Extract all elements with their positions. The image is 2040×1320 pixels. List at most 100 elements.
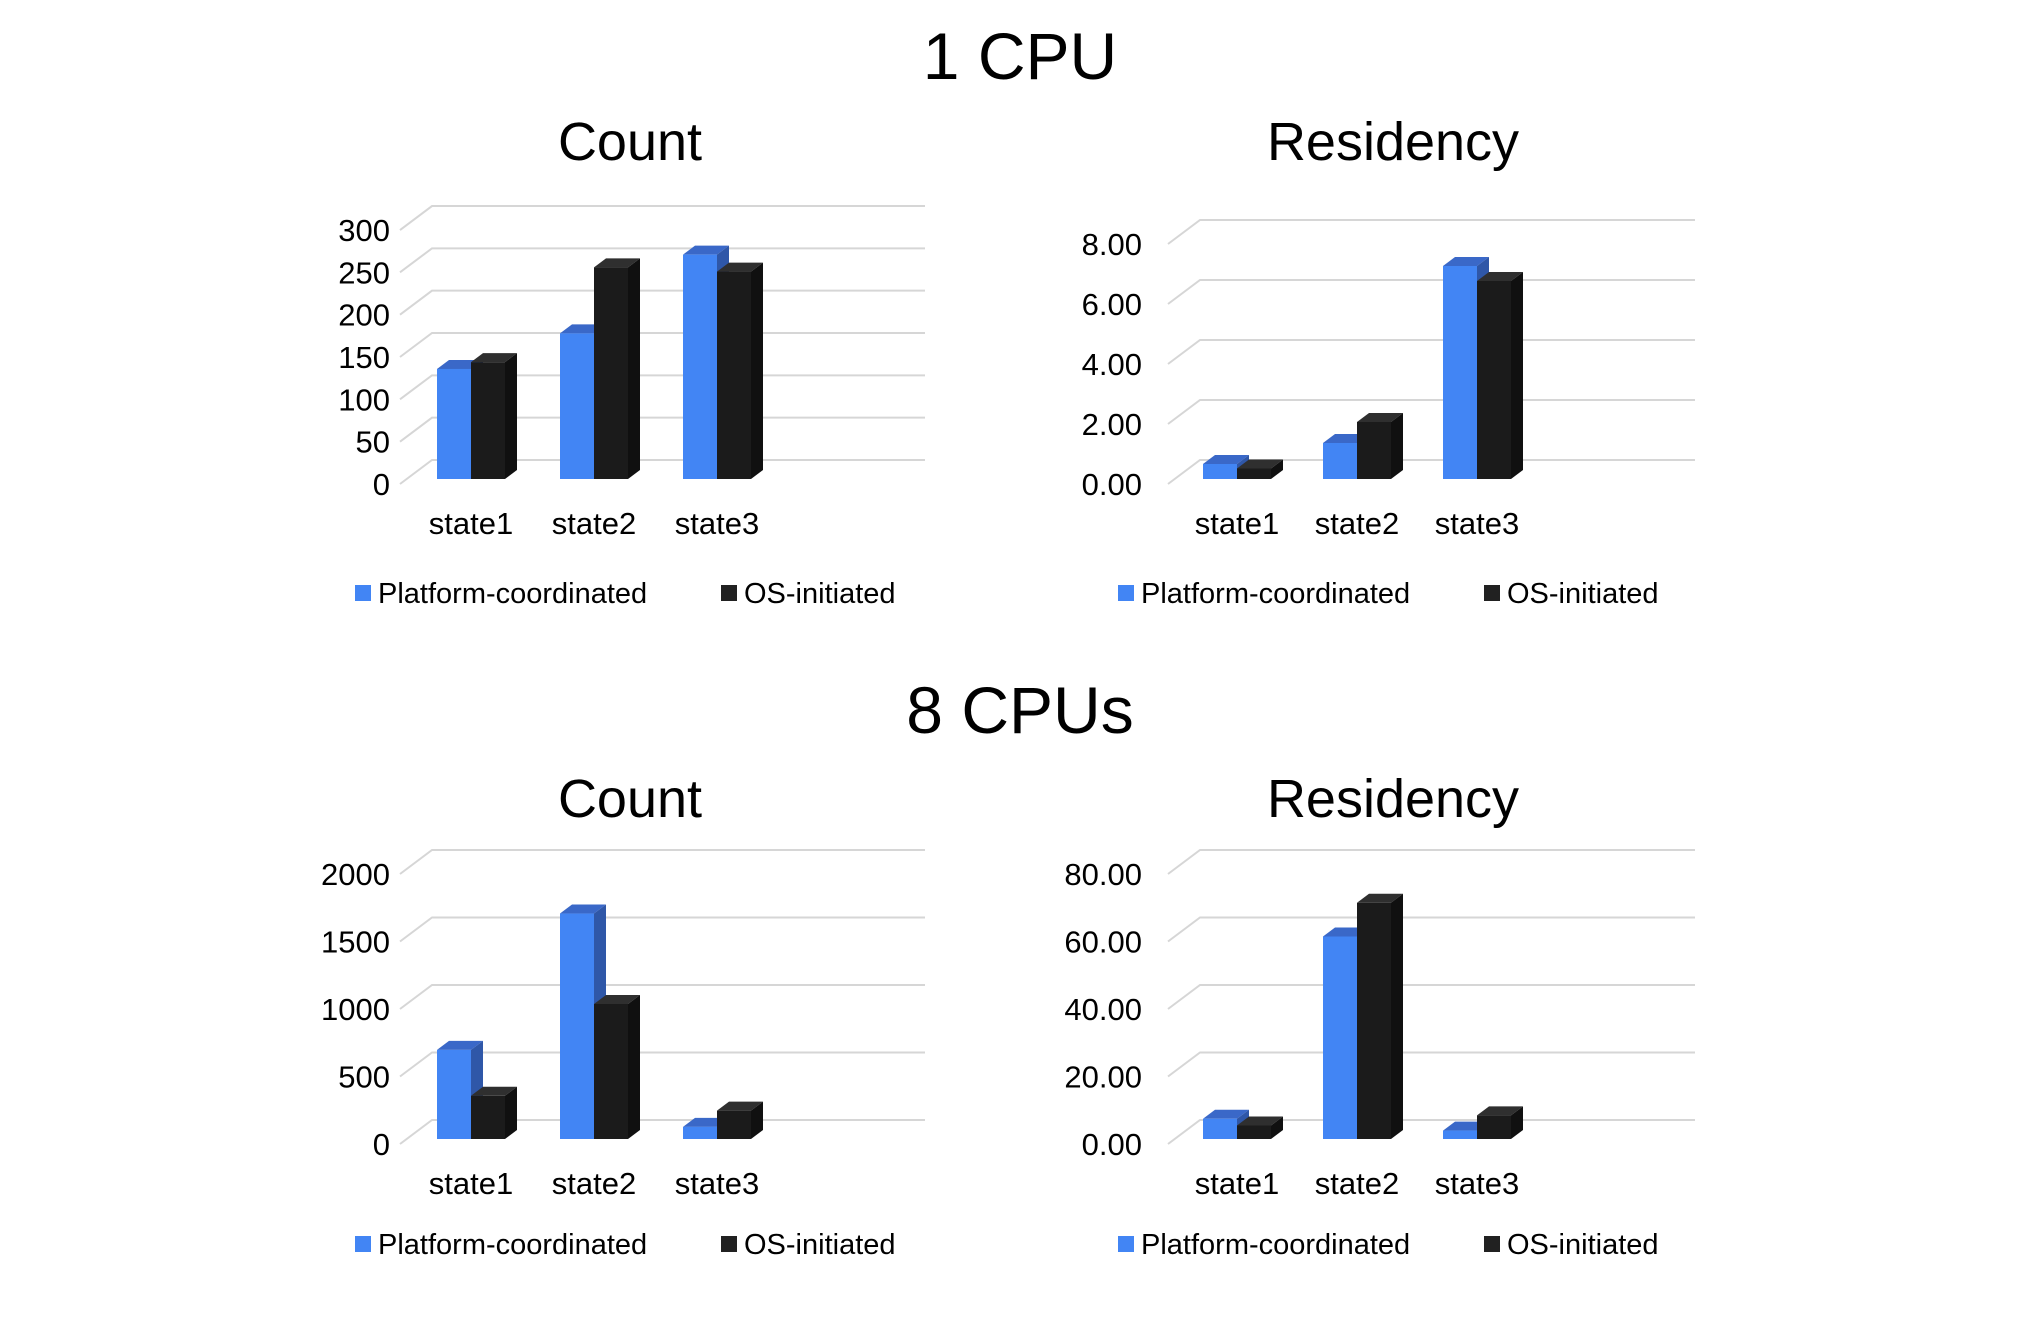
bar-platform-state3 — [683, 1126, 717, 1139]
bar-platform-state3 — [1443, 266, 1477, 479]
bar-os-state2 — [1357, 902, 1391, 1139]
bar-os-state1-top — [471, 353, 517, 363]
gridline — [1167, 849, 1695, 875]
bar-os-state1-top — [471, 1086, 517, 1096]
gridline — [1167, 399, 1695, 425]
bar-os-state3-top — [1477, 1106, 1523, 1116]
category-label: state3 — [1435, 1166, 1519, 1201]
gridline — [1167, 219, 1695, 245]
bar-platform-state2-top — [560, 904, 606, 914]
bar-os-state2-top — [594, 258, 640, 268]
gridline — [399, 916, 925, 943]
legend-swatch-os — [721, 585, 737, 601]
bar-os-state3-top — [717, 262, 763, 272]
y-tick-label: 0 — [373, 467, 390, 502]
y-tick-label: 50 — [356, 425, 390, 460]
category-label: state3 — [675, 1166, 759, 1201]
bar-os-state1-side — [1271, 1116, 1283, 1139]
gridline — [399, 289, 925, 316]
bar-os-state3-side — [1511, 1106, 1523, 1139]
section-heading-1cpu: 1 CPU — [922, 19, 1118, 93]
y-tick-label: 100 — [338, 382, 390, 417]
bar-os-state3 — [1477, 1115, 1511, 1139]
legend-swatch-platform — [355, 585, 371, 601]
gridline — [1167, 984, 1695, 1010]
category-label: state1 — [429, 506, 513, 541]
legend-label: OS-initiated — [744, 1229, 896, 1261]
bar-os-state1-side — [505, 353, 517, 479]
bar-platform-state1 — [1203, 464, 1237, 479]
bar-os-state2-top — [594, 995, 640, 1004]
bar-os-state1 — [1237, 468, 1271, 479]
bar-os-state3-side — [1511, 272, 1523, 479]
gridline — [399, 1051, 925, 1078]
bar-os-state2-top — [1357, 893, 1403, 903]
y-tick-label: 0.00 — [1082, 467, 1142, 502]
gridline — [1167, 916, 1695, 943]
gridline — [1167, 339, 1695, 365]
gridline — [399, 984, 925, 1010]
chart-title: Count — [558, 112, 702, 172]
bar-platform-state3 — [683, 254, 717, 479]
y-tick-label: 60.00 — [1064, 925, 1142, 960]
chart-title: Residency — [1267, 112, 1519, 172]
bar-platform-state2 — [1323, 936, 1357, 1139]
gridline — [1167, 1051, 1695, 1078]
category-label: state2 — [1315, 506, 1399, 541]
y-tick-label: 6.00 — [1082, 287, 1142, 322]
bar-os-state2-side — [1391, 413, 1403, 479]
gridline — [1167, 1119, 1695, 1145]
bar-platform-state3 — [1443, 1130, 1477, 1139]
bar-os-state3 — [1477, 281, 1511, 479]
legend-swatch-platform — [1118, 1236, 1134, 1252]
bar-os-state3 — [717, 271, 751, 479]
legend-swatch-platform — [1118, 585, 1134, 601]
bar-os-state2 — [594, 267, 628, 479]
bar-platform-state3-top — [1443, 257, 1489, 266]
bar-platform-state1-top — [437, 1040, 483, 1050]
y-tick-label: 2.00 — [1082, 407, 1142, 442]
chart-cpu8-residency: Residency 0.00 20.00 40.00 60.00 80.00 state1 s… — [1064, 769, 1695, 1261]
y-tick-label: 500 — [338, 1060, 390, 1095]
bar-os-state2 — [1357, 422, 1391, 479]
bar-platform-state1-top — [1203, 455, 1249, 464]
category-label: state1 — [1195, 506, 1279, 541]
bar-os-state3-side — [751, 262, 763, 479]
bar-os-state2-side — [628, 258, 640, 479]
gridline — [399, 849, 925, 875]
bar-os-state1-side — [1271, 459, 1283, 479]
y-tick-label: 1500 — [321, 925, 390, 960]
bar-os-state1 — [471, 1095, 505, 1139]
chart-cpu1-residency: Residency 0.00 2.00 4.00 6.00 8.00 state1 state… — [1082, 112, 1695, 610]
legend-label: Platform-coordinated — [1141, 578, 1410, 610]
bar-os-state1 — [1237, 1125, 1271, 1139]
bar-platform-state2 — [560, 333, 594, 479]
y-tick-label: 150 — [338, 340, 390, 375]
y-tick-label: 4.00 — [1082, 347, 1142, 382]
chart-title: Count — [558, 769, 702, 829]
bar-os-state2-side — [1391, 893, 1403, 1139]
y-tick-label: 80.00 — [1064, 857, 1142, 892]
bar-os-state3 — [717, 1110, 751, 1139]
bar-platform-state2 — [560, 913, 594, 1139]
bar-platform-state1 — [1203, 1118, 1237, 1139]
category-label: state1 — [1195, 1166, 1279, 1201]
chart-cpu8-count: Count 0 500 1000 1500 2000 state1 state2 state3 P… — [321, 769, 925, 1261]
category-label: state2 — [552, 1166, 636, 1201]
bar-os-state1-top — [1237, 459, 1283, 469]
legend-swatch-os — [1484, 1236, 1500, 1252]
bar-os-state2-side — [628, 995, 640, 1139]
gridline — [399, 332, 925, 358]
y-tick-label: 2000 — [321, 857, 390, 892]
category-label: state3 — [1435, 506, 1519, 541]
bar-os-state3-side — [751, 1101, 763, 1139]
bar-platform-state1 — [437, 1049, 471, 1139]
legend-label: Platform-coordinated — [378, 1229, 647, 1261]
legend-label: OS-initiated — [744, 578, 896, 610]
gridline — [1167, 279, 1695, 305]
section-heading-8cpu: 8 CPUs — [906, 673, 1134, 747]
y-tick-label: 8.00 — [1082, 227, 1142, 262]
bar-os-state2-top — [1357, 413, 1403, 422]
